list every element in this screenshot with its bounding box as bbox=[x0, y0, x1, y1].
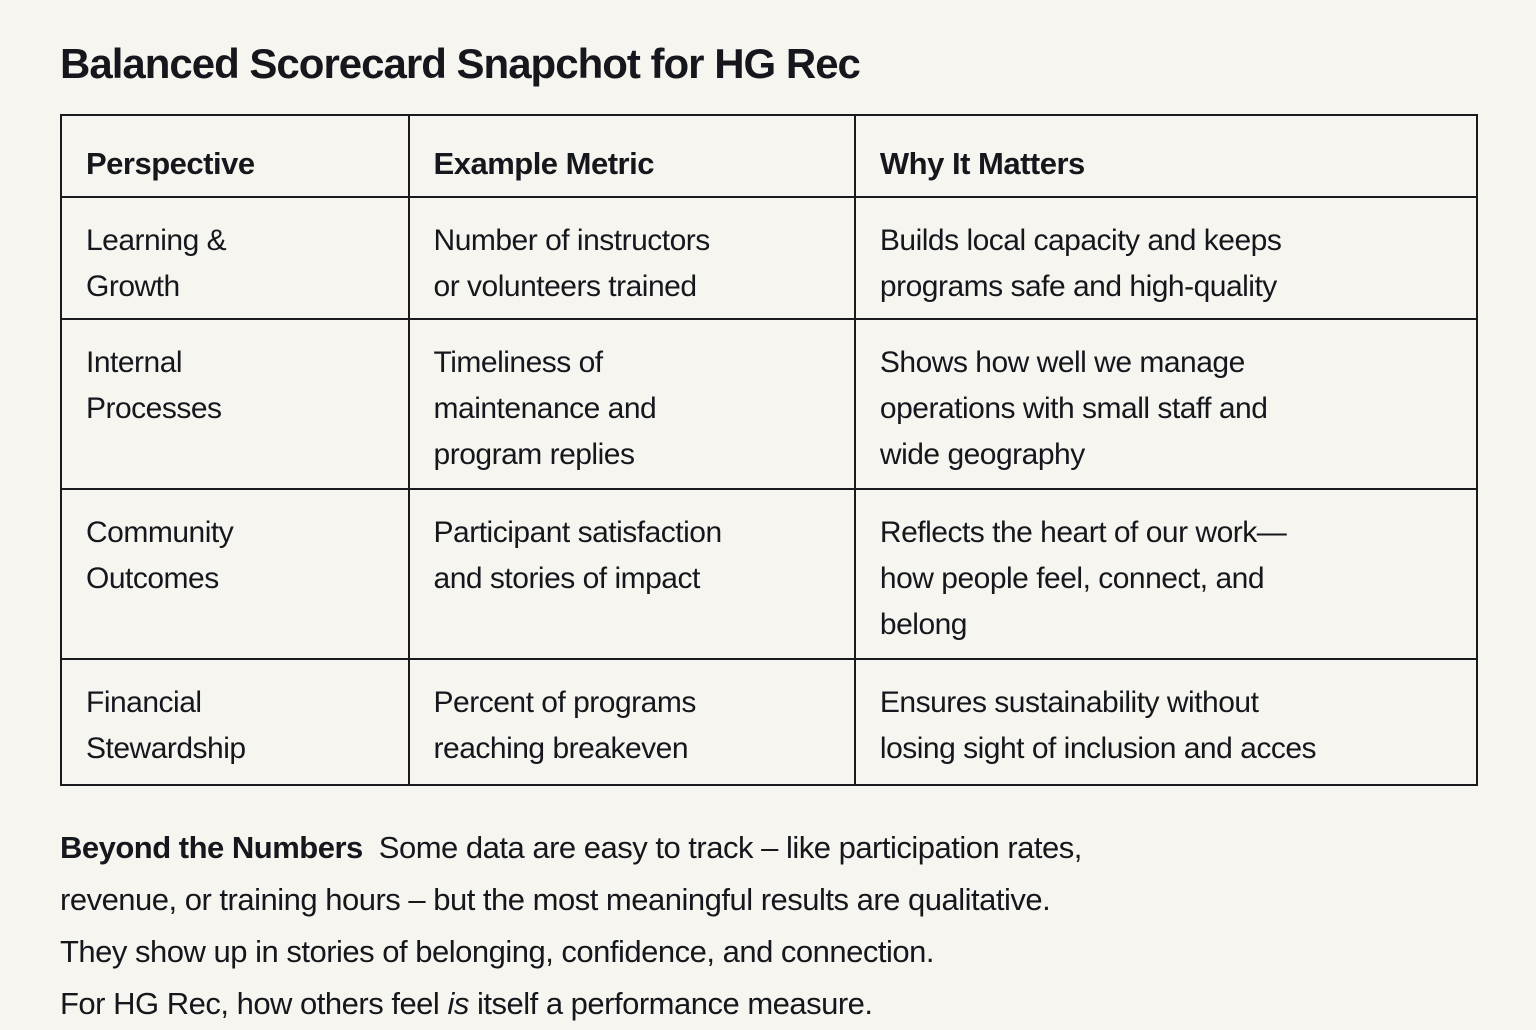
footer-line-1: Beyond the Numbers Some data are easy to … bbox=[60, 822, 1478, 874]
table-row-learning-growth: Learning & Growth Number of instructors … bbox=[62, 198, 1476, 321]
column-header-example-metric: Example Metric bbox=[409, 116, 856, 199]
cell-perspective: Internal Processes bbox=[62, 320, 410, 491]
footer-line-4-post: itself a performance measure. bbox=[476, 986, 873, 1022]
cell-perspective: Community Outcomes bbox=[62, 490, 410, 661]
footer-line-1-text: Some data are easy to track – like parti… bbox=[378, 830, 1083, 866]
footer-line-2: revenue, or training hours – but the mos… bbox=[60, 882, 1051, 918]
cell-why: Ensures sustainability without losing si… bbox=[879, 686, 1317, 766]
footer-line-4-pre: For HG Rec, how others feel bbox=[60, 986, 440, 1022]
page-title: Balanced Scorecard Snapchot for HG Rec bbox=[60, 40, 861, 87]
column-header-why-it-matters: Why It Matters bbox=[855, 116, 1476, 199]
cell-perspective: Financial Stewardship bbox=[62, 660, 410, 785]
scorecard-table: Perspective Example Metric Why It Matter… bbox=[60, 114, 1478, 787]
cell-metric: Percent of programs reaching breakeven bbox=[410, 660, 856, 785]
footer-line-4-italic-word: is bbox=[447, 986, 469, 1022]
cell-why: Builds local capacity and keeps programs… bbox=[855, 198, 1476, 321]
table-header-row: Perspective Example Metric Why It Matter… bbox=[62, 116, 1476, 199]
cell-metric: Number of instructors or volunteers trai… bbox=[409, 198, 856, 321]
cell-why: Reflects the heart of our work— how peop… bbox=[855, 490, 1476, 661]
cell-why: Shows how well we manage operations with… bbox=[855, 320, 1476, 491]
table-row-internal-processes: Internal Processes Timeliness of mainten… bbox=[62, 320, 1476, 491]
cell-metric: Timeliness of maintenance and program re… bbox=[409, 320, 856, 491]
cell-metric: Participant satisfaction and stories of … bbox=[409, 490, 856, 661]
column-header-perspective: Perspective bbox=[62, 116, 410, 199]
table-row-community-outcomes: Community Outcomes Participant satisfact… bbox=[62, 490, 1476, 661]
cell-perspective: Learning & Growth bbox=[62, 198, 410, 321]
footer-heading: Beyond the Numbers bbox=[60, 830, 363, 866]
footer-line-3: They show up in stories of belonging, co… bbox=[60, 934, 934, 970]
footer-line-4: For HG Rec, how others feel is itself a … bbox=[60, 978, 1478, 1030]
footer-note: Beyond the Numbers Some data are easy to … bbox=[60, 822, 1478, 1030]
table-row-financial-stewardship: Financial Stewardship Percent of program… bbox=[62, 660, 1476, 785]
